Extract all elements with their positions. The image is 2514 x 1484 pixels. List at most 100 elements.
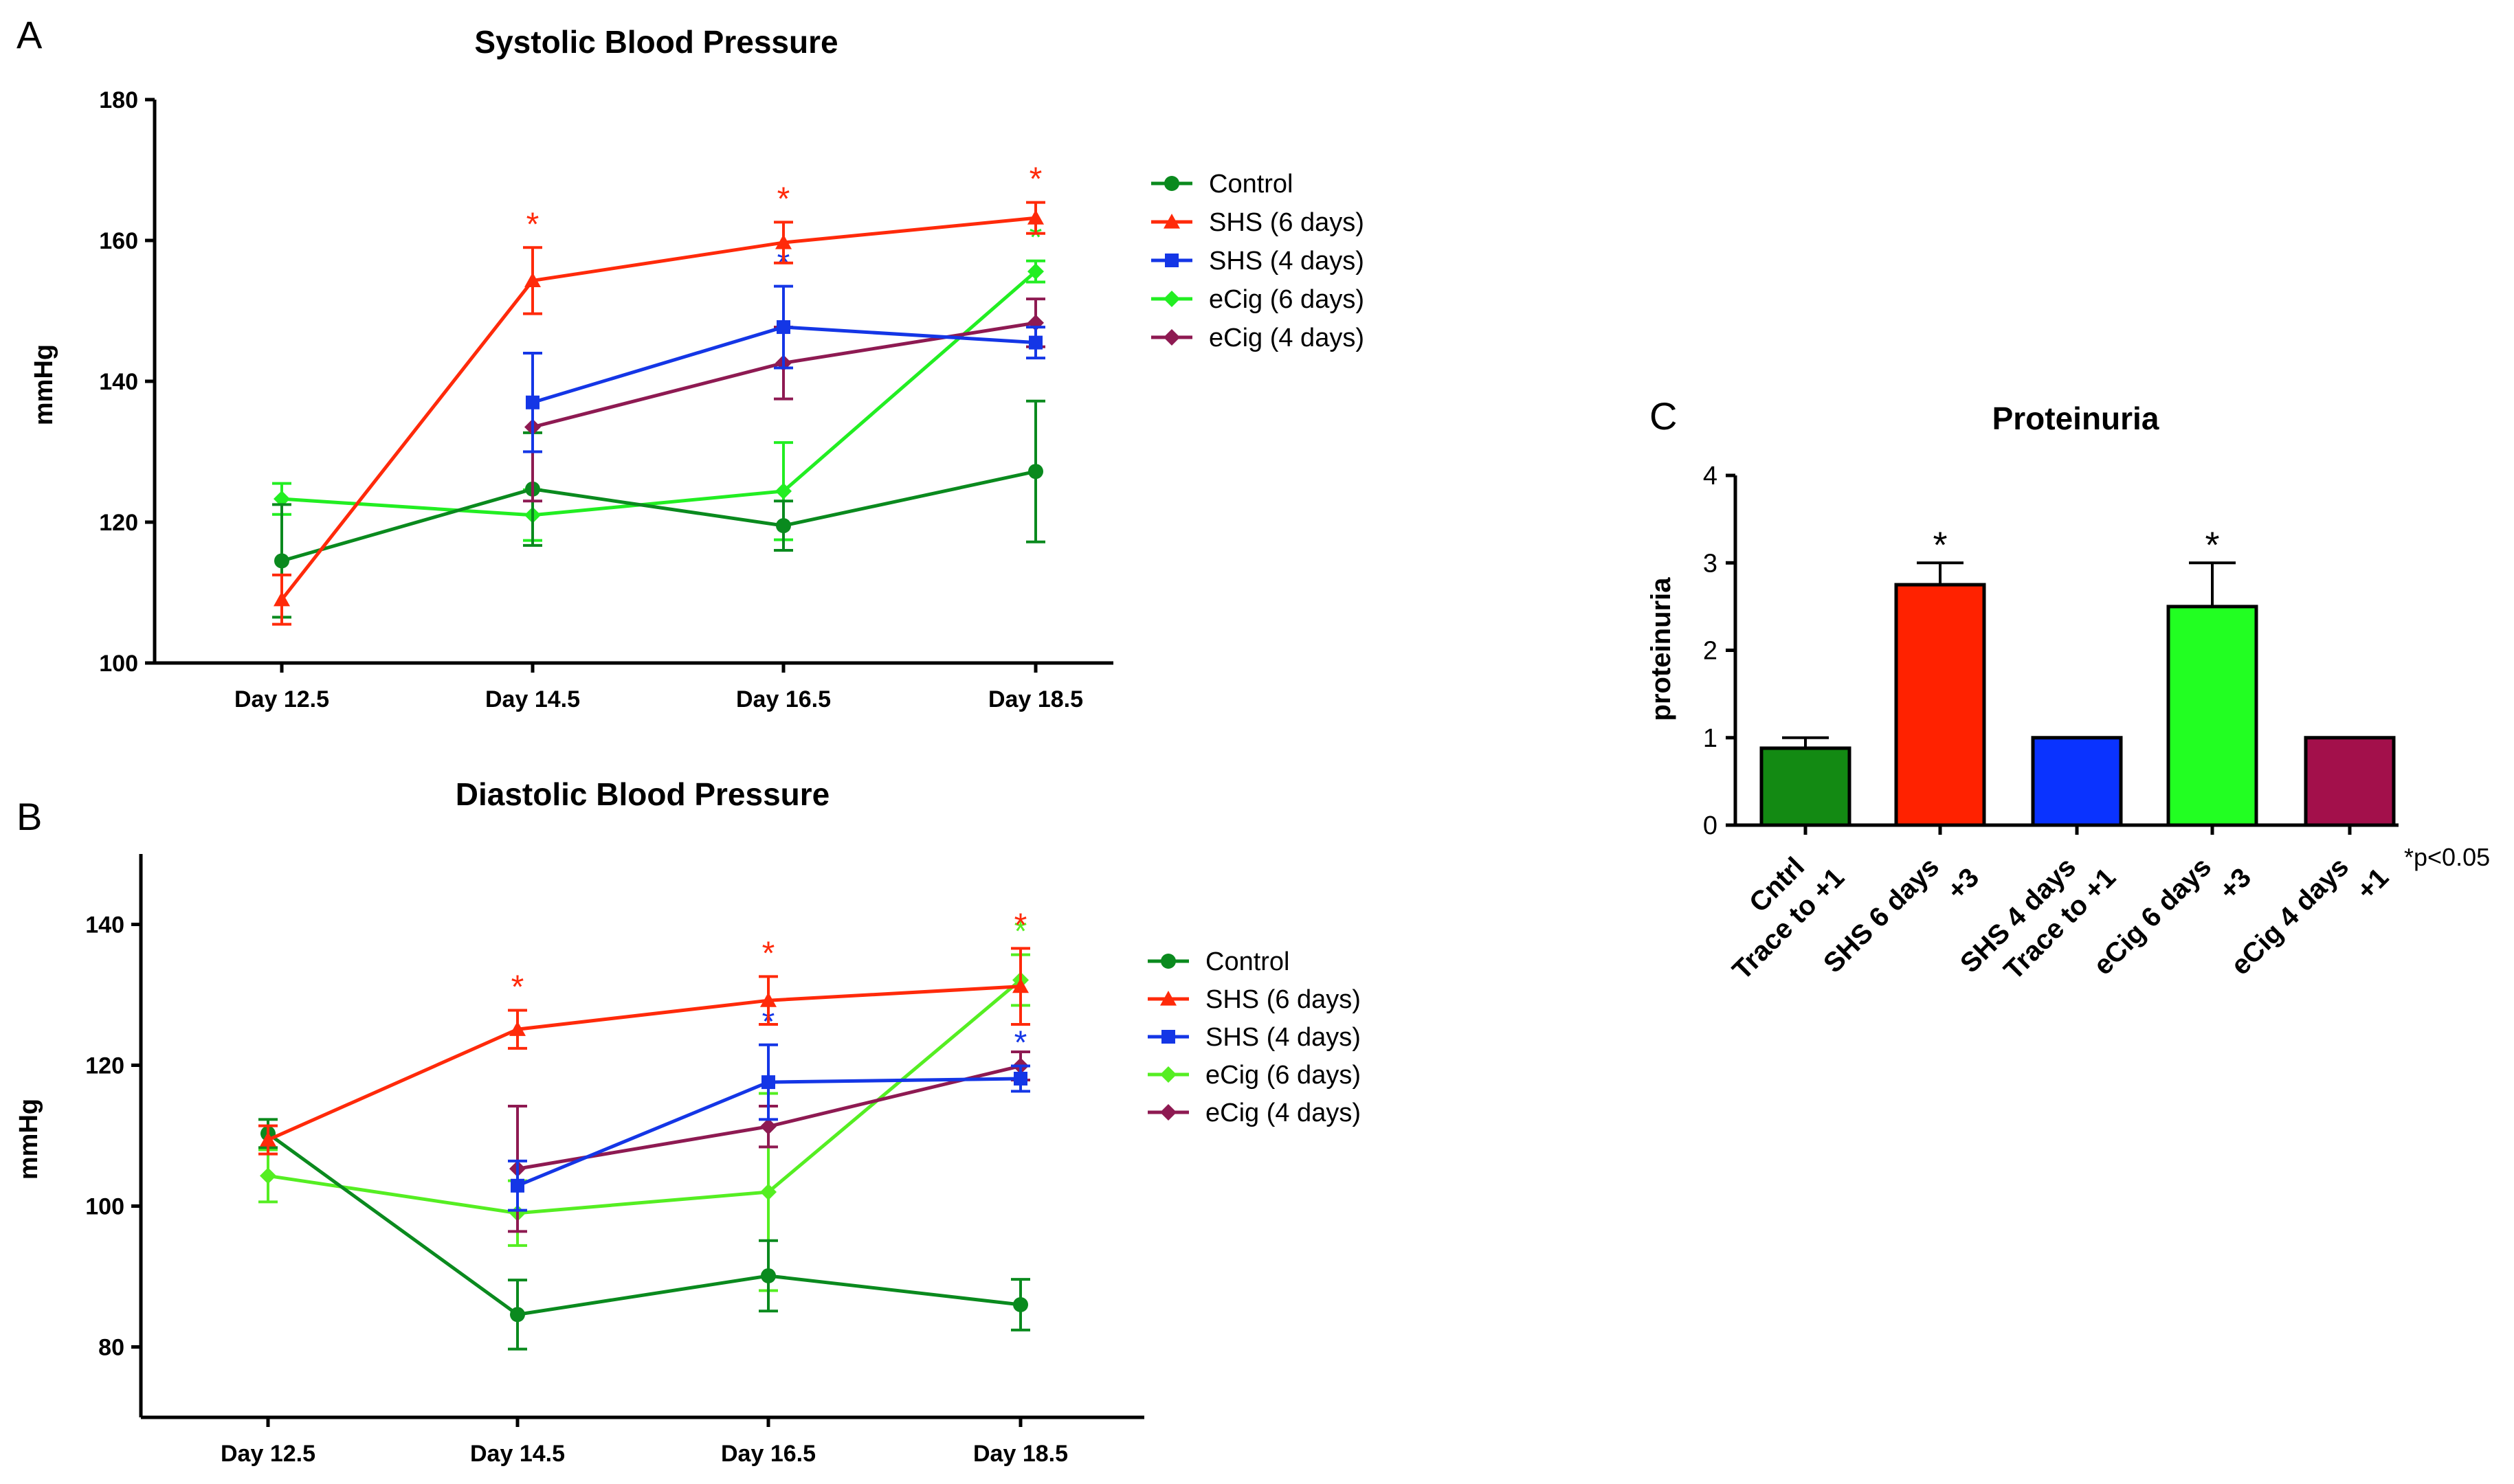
- y-tick-label: 2: [1703, 637, 1717, 666]
- data-point: [260, 1167, 276, 1184]
- legend-label: Control: [1205, 947, 1290, 976]
- x-tick-label: Day 16.5: [721, 1441, 816, 1467]
- panel-c-ylabel: proteinuria: [1646, 577, 1676, 721]
- legend-label: Control: [1209, 170, 1293, 199]
- panel-b-title: Diastolic Blood Pressure: [456, 776, 830, 812]
- data-point: [761, 1268, 776, 1283]
- data-point: [1028, 464, 1043, 480]
- data-point: [775, 234, 792, 249]
- data-point: [776, 518, 791, 534]
- x-tick-label: Day 12.5: [234, 686, 329, 712]
- bar: [1894, 583, 1986, 827]
- significance-star: *: [2205, 524, 2219, 565]
- series-line-control: [281, 469, 1036, 563]
- panel-b-chart: Diastolic Blood Pressure mmHg 80 100 120 14…: [14, 776, 1361, 1467]
- series-line-ecig-6-days-: [267, 978, 1022, 1215]
- y-tick-label: 0: [1703, 811, 1717, 840]
- panel-a-legend: Control SHS (6 days) SHS (4 days) eCig (6 d…: [1151, 170, 1364, 352]
- data-point: [760, 992, 777, 1007]
- legend-label: SHS (6 days): [1205, 985, 1361, 1014]
- data-point: [1012, 978, 1029, 993]
- y-tick-label: 100: [85, 1194, 124, 1220]
- panel-a-series: *****: [272, 161, 1045, 626]
- bar: [1759, 746, 1851, 827]
- y-tick-label: 1: [1703, 724, 1717, 753]
- x-tick-label-line2: +3: [2214, 862, 2257, 906]
- legend-swatch-marker: [1164, 329, 1180, 346]
- panel-label-c: C: [1649, 394, 1677, 438]
- y-tick-label: 4: [1703, 462, 1717, 491]
- y-tick-label: 140: [99, 369, 138, 395]
- x-tick-label: Day 18.5: [973, 1441, 1068, 1467]
- panel-b-ylabel: mmHg: [14, 1099, 43, 1180]
- legend-label: eCig (6 days): [1209, 285, 1364, 314]
- significance-star: *: [1933, 524, 1947, 565]
- panel-c-title: Proteinuria: [1992, 401, 2159, 436]
- bar: [2166, 605, 2258, 827]
- data-point: [526, 395, 539, 409]
- data-point: [1027, 210, 1044, 225]
- legend-swatch-marker: [1161, 1030, 1175, 1044]
- data-point: [1013, 1297, 1028, 1312]
- significance-star: *: [1014, 907, 1027, 943]
- x-tick-label: Day 14.5: [470, 1441, 565, 1467]
- y-tick-label: 100: [99, 651, 138, 677]
- data-point: [1029, 335, 1043, 350]
- legend-swatch-marker: [1160, 1104, 1177, 1121]
- panel-a-axes: 100 120 140 160 180 Day 12.5 Day 14.5 Day 16.5 D…: [99, 87, 1113, 712]
- data-point: [524, 272, 541, 288]
- significance-star: *: [526, 206, 539, 243]
- x-tick-label: SHS 6 days+3: [1818, 837, 1985, 1004]
- legend-swatch-marker: [1161, 954, 1176, 969]
- x-tick-label-line2: +3: [1942, 862, 1985, 906]
- data-point: [509, 1021, 526, 1036]
- legend-label: eCig (6 days): [1205, 1061, 1361, 1090]
- data-point: [760, 1184, 777, 1200]
- data-point: [274, 491, 290, 508]
- y-tick-label: 3: [1703, 549, 1717, 578]
- data-point: [510, 1307, 525, 1323]
- legend-label: SHS (4 days): [1209, 247, 1364, 276]
- legend-label: eCig (4 days): [1209, 324, 1364, 352]
- panel-a-title: Systolic Blood Pressure: [474, 24, 838, 60]
- bar: [2304, 736, 2396, 827]
- x-tick-label-line1: eCig 4 days: [2225, 851, 2355, 980]
- series-line-shs-6-days-: [267, 985, 1021, 1142]
- x-tick-label: eCig 4 days+1: [2225, 837, 2394, 1006]
- x-tick-label: Day 14.5: [485, 686, 580, 712]
- significance-star: *: [511, 969, 524, 1006]
- x-tick-label-line2: +1: [2351, 862, 2394, 906]
- panel-a-chart: Systolic Blood Pressure mmHg 100 120 140 16…: [30, 24, 1364, 712]
- panel-c-chart: Proteinuria proteinuria *p<0.05 01234Cnt…: [1646, 401, 2490, 1006]
- data-point: [511, 1178, 524, 1193]
- legend-swatch-marker: [1160, 1066, 1177, 1083]
- y-tick-label: 180: [99, 87, 138, 113]
- y-tick-label: 140: [85, 912, 124, 938]
- legend-label: SHS (4 days): [1205, 1023, 1361, 1052]
- series-line-shs-6-days-: [280, 216, 1036, 601]
- x-tick-label: eCig 6 days+3: [2088, 837, 2257, 1006]
- significance-star: *: [777, 181, 790, 217]
- data-point: [260, 1132, 276, 1147]
- data-point: [775, 482, 792, 499]
- x-tick-label: Day 16.5: [736, 686, 831, 712]
- data-point: [274, 553, 289, 569]
- panel-label-b: B: [16, 795, 42, 838]
- series-line-control: [267, 1132, 1021, 1316]
- significance-star: *: [1030, 220, 1043, 256]
- legend-label: SHS (6 days): [1209, 208, 1364, 237]
- x-tick-label: SHS 4 daysTrace to +1: [1955, 837, 2122, 1004]
- bar: [2031, 736, 2123, 827]
- x-tick-label: Day 18.5: [988, 686, 1083, 712]
- panel-label-a: A: [16, 13, 43, 56]
- y-tick-label: 120: [99, 510, 138, 536]
- panel-b-axes: 80 100 120 140 Day 12.5 Day 14.5 Day 16.5 Day 1…: [85, 854, 1144, 1467]
- y-tick-label: 120: [85, 1053, 124, 1079]
- panel-a-ylabel: mmHg: [30, 344, 58, 425]
- significance-star: *: [1014, 1025, 1027, 1061]
- legend-swatch-marker: [1164, 176, 1179, 191]
- data-point: [777, 320, 790, 335]
- legend-swatch-marker: [1164, 291, 1180, 307]
